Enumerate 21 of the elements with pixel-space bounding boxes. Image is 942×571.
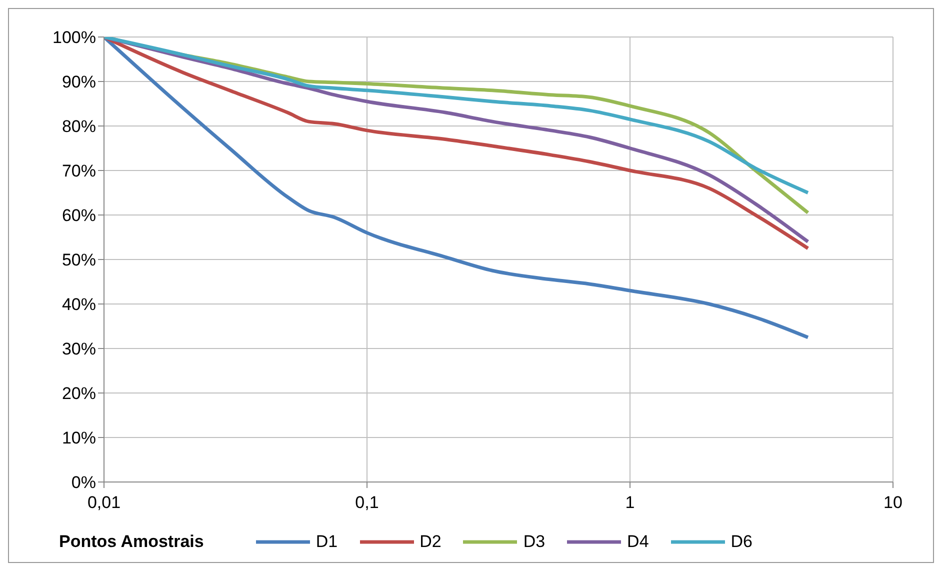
y-tick-label: 50% — [62, 250, 96, 270]
legend-title: Pontos Amostrais — [59, 532, 204, 552]
y-tick-label: 10% — [62, 428, 96, 448]
y-tick-label: 90% — [62, 72, 96, 92]
legend-label: D4 — [626, 532, 649, 552]
y-tick-label: 80% — [62, 117, 96, 136]
x-tick-label: 1 — [625, 493, 635, 512]
y-tick-label: 30% — [62, 340, 96, 359]
y-tick-label: 40% — [62, 295, 96, 314]
legend-label: D3 — [522, 532, 546, 552]
y-tick-label: 20% — [62, 384, 96, 404]
y-tick-label: 0% — [71, 473, 96, 492]
y-tick-label: 60% — [62, 206, 96, 226]
x-tick-label: 0,01 — [87, 493, 121, 512]
y-tick-label: 100% — [52, 28, 96, 48]
legend-label: D2 — [418, 532, 442, 552]
x-tick-label: 10 — [884, 493, 902, 512]
legend-label: D6 — [730, 532, 753, 552]
x-tick-label: 0,1 — [355, 493, 379, 512]
y-tick-label: 70% — [62, 162, 96, 181]
legend-label: D1 — [314, 532, 338, 552]
